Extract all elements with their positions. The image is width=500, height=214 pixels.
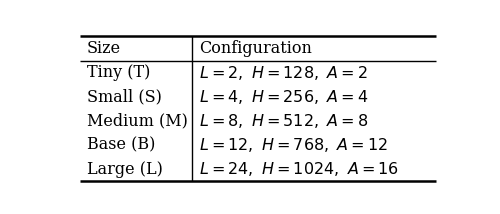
- Text: Medium (M): Medium (M): [87, 113, 188, 129]
- Text: Base (B): Base (B): [87, 137, 156, 154]
- Text: $L = 12,\ H = 768,\ A = 12$: $L = 12,\ H = 768,\ A = 12$: [199, 136, 388, 154]
- Text: $L = 2,\ H = 128,\ A = 2$: $L = 2,\ H = 128,\ A = 2$: [199, 64, 368, 82]
- Text: Size: Size: [87, 40, 121, 57]
- Text: $L = 24,\ H = 1024,\ A = 16$: $L = 24,\ H = 1024,\ A = 16$: [199, 160, 399, 178]
- Text: Large (L): Large (L): [87, 161, 163, 178]
- Text: Tiny (T): Tiny (T): [87, 64, 150, 81]
- Text: Configuration: Configuration: [199, 40, 312, 57]
- Text: $L = 4,\ H = 256,\ A = 4$: $L = 4,\ H = 256,\ A = 4$: [199, 88, 368, 106]
- Text: Small (S): Small (S): [87, 88, 162, 105]
- Text: $L = 8,\ H = 512,\ A = 8$: $L = 8,\ H = 512,\ A = 8$: [199, 112, 368, 130]
